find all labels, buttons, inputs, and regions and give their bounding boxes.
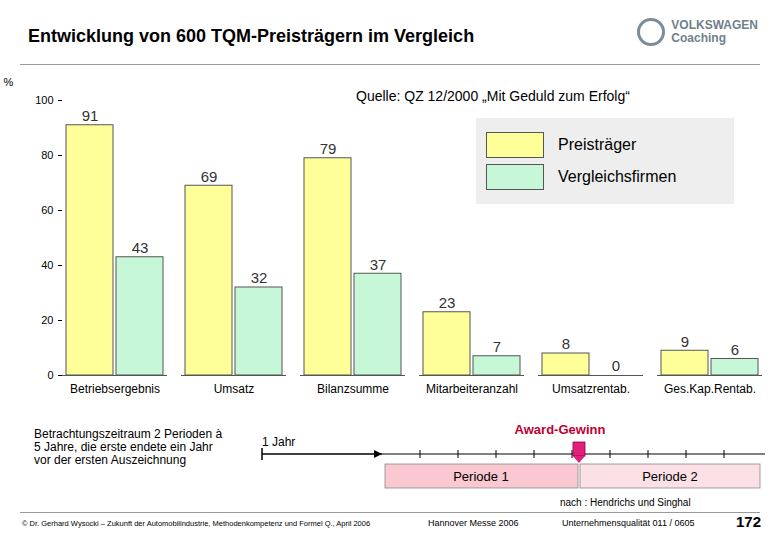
html-text:Preisträger: Preisträger — [558, 136, 637, 153]
html-text:172: 172 — [736, 513, 761, 530]
html-text:nach : Hendrichs und Singhal: nach : Hendrichs und Singhal — [560, 497, 691, 508]
svg-text:Award-Gewinn: Award-Gewinn — [515, 422, 606, 437]
svg-text:%: % — [4, 76, 14, 88]
svg-text:69: 69 — [201, 168, 218, 185]
svg-text:8: 8 — [562, 335, 570, 352]
svg-text:0: 0 — [612, 357, 620, 374]
svg-text:7: 7 — [493, 338, 501, 355]
svg-text:vor der ersten Auszeichnung: vor der ersten Auszeichnung — [34, 453, 186, 467]
html-text:Coaching: Coaching — [671, 31, 726, 45]
svg-text:Mitarbeiteranzahl: Mitarbeiteranzahl — [426, 382, 518, 396]
svg-text:32: 32 — [251, 269, 268, 286]
svg-text:Betrachtungszeitraum 2 Periode: Betrachtungszeitraum 2 Perioden à — [34, 427, 222, 441]
html-text:© Dr. Gerhard Wysocki – Zukunf: © Dr. Gerhard Wysocki – Zukunft der Auto… — [22, 519, 371, 528]
svg-text:60: 60 — [41, 204, 53, 216]
html-text:Hannover Messe 2006: Hannover Messe 2006 — [428, 518, 519, 528]
svg-text:9: 9 — [681, 333, 689, 350]
svg-text:43: 43 — [132, 239, 149, 256]
html-text:Unternehmensqualität 011 / 060: Unternehmensqualität 011 / 0605 — [562, 518, 695, 528]
html-text:Vergleichsfirmen: Vergleichsfirmen — [558, 168, 677, 185]
html-text:Quelle: QZ 12/2000 „Mit Geduld: Quelle: QZ 12/2000 „Mit Geduld zum Erfol… — [356, 88, 630, 104]
svg-text:Betriebsergebnis: Betriebsergebnis — [70, 382, 160, 396]
svg-text:91: 91 — [82, 107, 99, 124]
html-text:Entwicklung von 600 TQM-Preist: Entwicklung von 600 TQM-Preisträgern im … — [28, 26, 475, 46]
svg-text:37: 37 — [370, 256, 387, 273]
html-text:VOLKSWAGEN: VOLKSWAGEN — [671, 18, 758, 32]
svg-text:Ges.Kap.Rentab.: Ges.Kap.Rentab. — [664, 382, 756, 396]
svg-text:23: 23 — [439, 294, 456, 311]
svg-text:Bilanzsumme: Bilanzsumme — [317, 382, 389, 396]
svg-text:100: 100 — [35, 94, 53, 106]
svg-text:5 Jahre, die erste endete ein: 5 Jahre, die erste endete ein Jahr — [34, 440, 213, 454]
svg-text:6: 6 — [731, 341, 739, 358]
svg-text:Umsatzrentab.: Umsatzrentab. — [552, 382, 630, 396]
svg-text:Periode 1: Periode 1 — [453, 469, 509, 484]
svg-text:Periode 2: Periode 2 — [642, 469, 698, 484]
svg-text:80: 80 — [41, 149, 53, 161]
svg-text:79: 79 — [320, 140, 337, 157]
svg-text:0: 0 — [47, 369, 53, 381]
svg-text:40: 40 — [41, 259, 53, 271]
svg-text:20: 20 — [41, 314, 53, 326]
svg-text:1 Jahr: 1 Jahr — [262, 435, 295, 449]
svg-text:Umsatz: Umsatz — [214, 382, 255, 396]
